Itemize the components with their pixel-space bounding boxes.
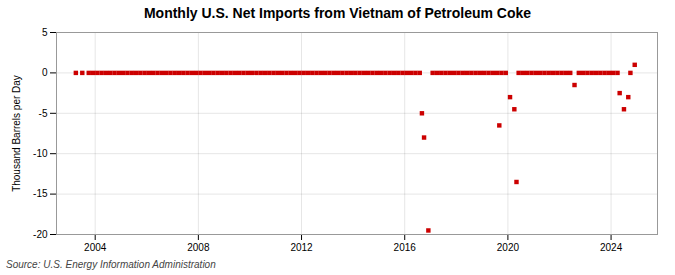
svg-text:2020: 2020	[497, 242, 520, 253]
svg-text:0: 0	[42, 67, 48, 78]
svg-text:2024: 2024	[600, 242, 623, 253]
svg-text:-15: -15	[33, 188, 48, 199]
html-text:Source: U.S. Energy Informatio: Source: U.S. Energy Information Administ…	[6, 259, 216, 270]
svg-text:-20: -20	[33, 229, 48, 240]
svg-text:5: 5	[42, 27, 48, 38]
svg-text:2012: 2012	[290, 242, 313, 253]
svg-text:2004: 2004	[84, 242, 107, 253]
svg-text:2016: 2016	[394, 242, 417, 253]
svg-text:Thousand Barrels per Day: Thousand Barrels per Day	[11, 75, 22, 192]
svg-text:-5: -5	[39, 108, 48, 119]
html-text:Monthly U.S. Net Imports from: Monthly U.S. Net Imports from Vietnam of…	[143, 5, 532, 21]
svg-text:-10: -10	[33, 148, 48, 159]
svg-text:2008: 2008	[187, 242, 210, 253]
